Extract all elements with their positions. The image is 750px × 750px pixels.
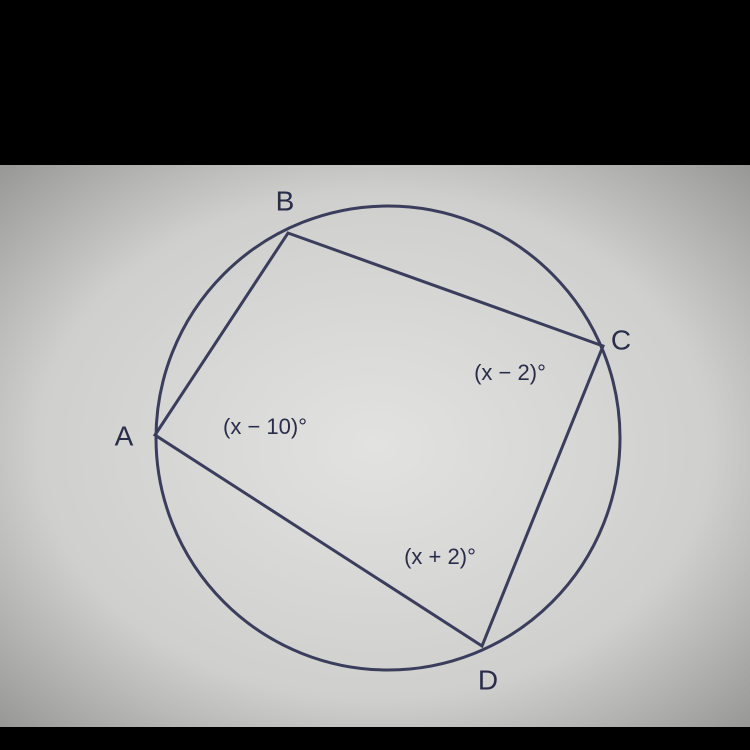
diagram-background xyxy=(0,165,750,727)
angle-label: (x − 10)° xyxy=(223,414,307,439)
quadrilateral xyxy=(152,231,605,649)
circle xyxy=(154,204,622,672)
point-label: D xyxy=(478,664,498,695)
angle-label: (x − 2)° xyxy=(474,360,546,385)
point-label: C xyxy=(611,324,631,355)
point-label: A xyxy=(115,420,134,451)
angle-label: (x + 2)° xyxy=(404,544,476,569)
figure xyxy=(152,204,622,672)
point-label: B xyxy=(276,185,295,216)
